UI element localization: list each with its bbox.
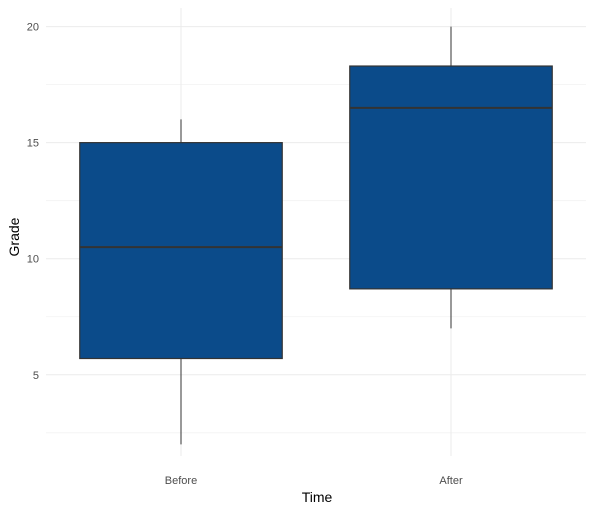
box-iqr-rect [349,65,553,290]
box-layer [79,26,553,445]
axis-layer: 5 10 15 20 Before After [27,22,463,487]
x-tick-label: Before [165,475,197,487]
y-tick-label: 10 [27,254,39,266]
y-tick-label: 5 [33,370,39,382]
y-axis-title: Grade [6,217,22,256]
y-tick-label: 20 [27,22,39,34]
y-tick-label: 15 [27,138,39,150]
x-tick-label: After [439,475,463,487]
box-before [79,119,283,445]
box-after [349,26,553,329]
x-axis-title: Time [302,489,333,505]
box-iqr-rect [79,142,283,360]
